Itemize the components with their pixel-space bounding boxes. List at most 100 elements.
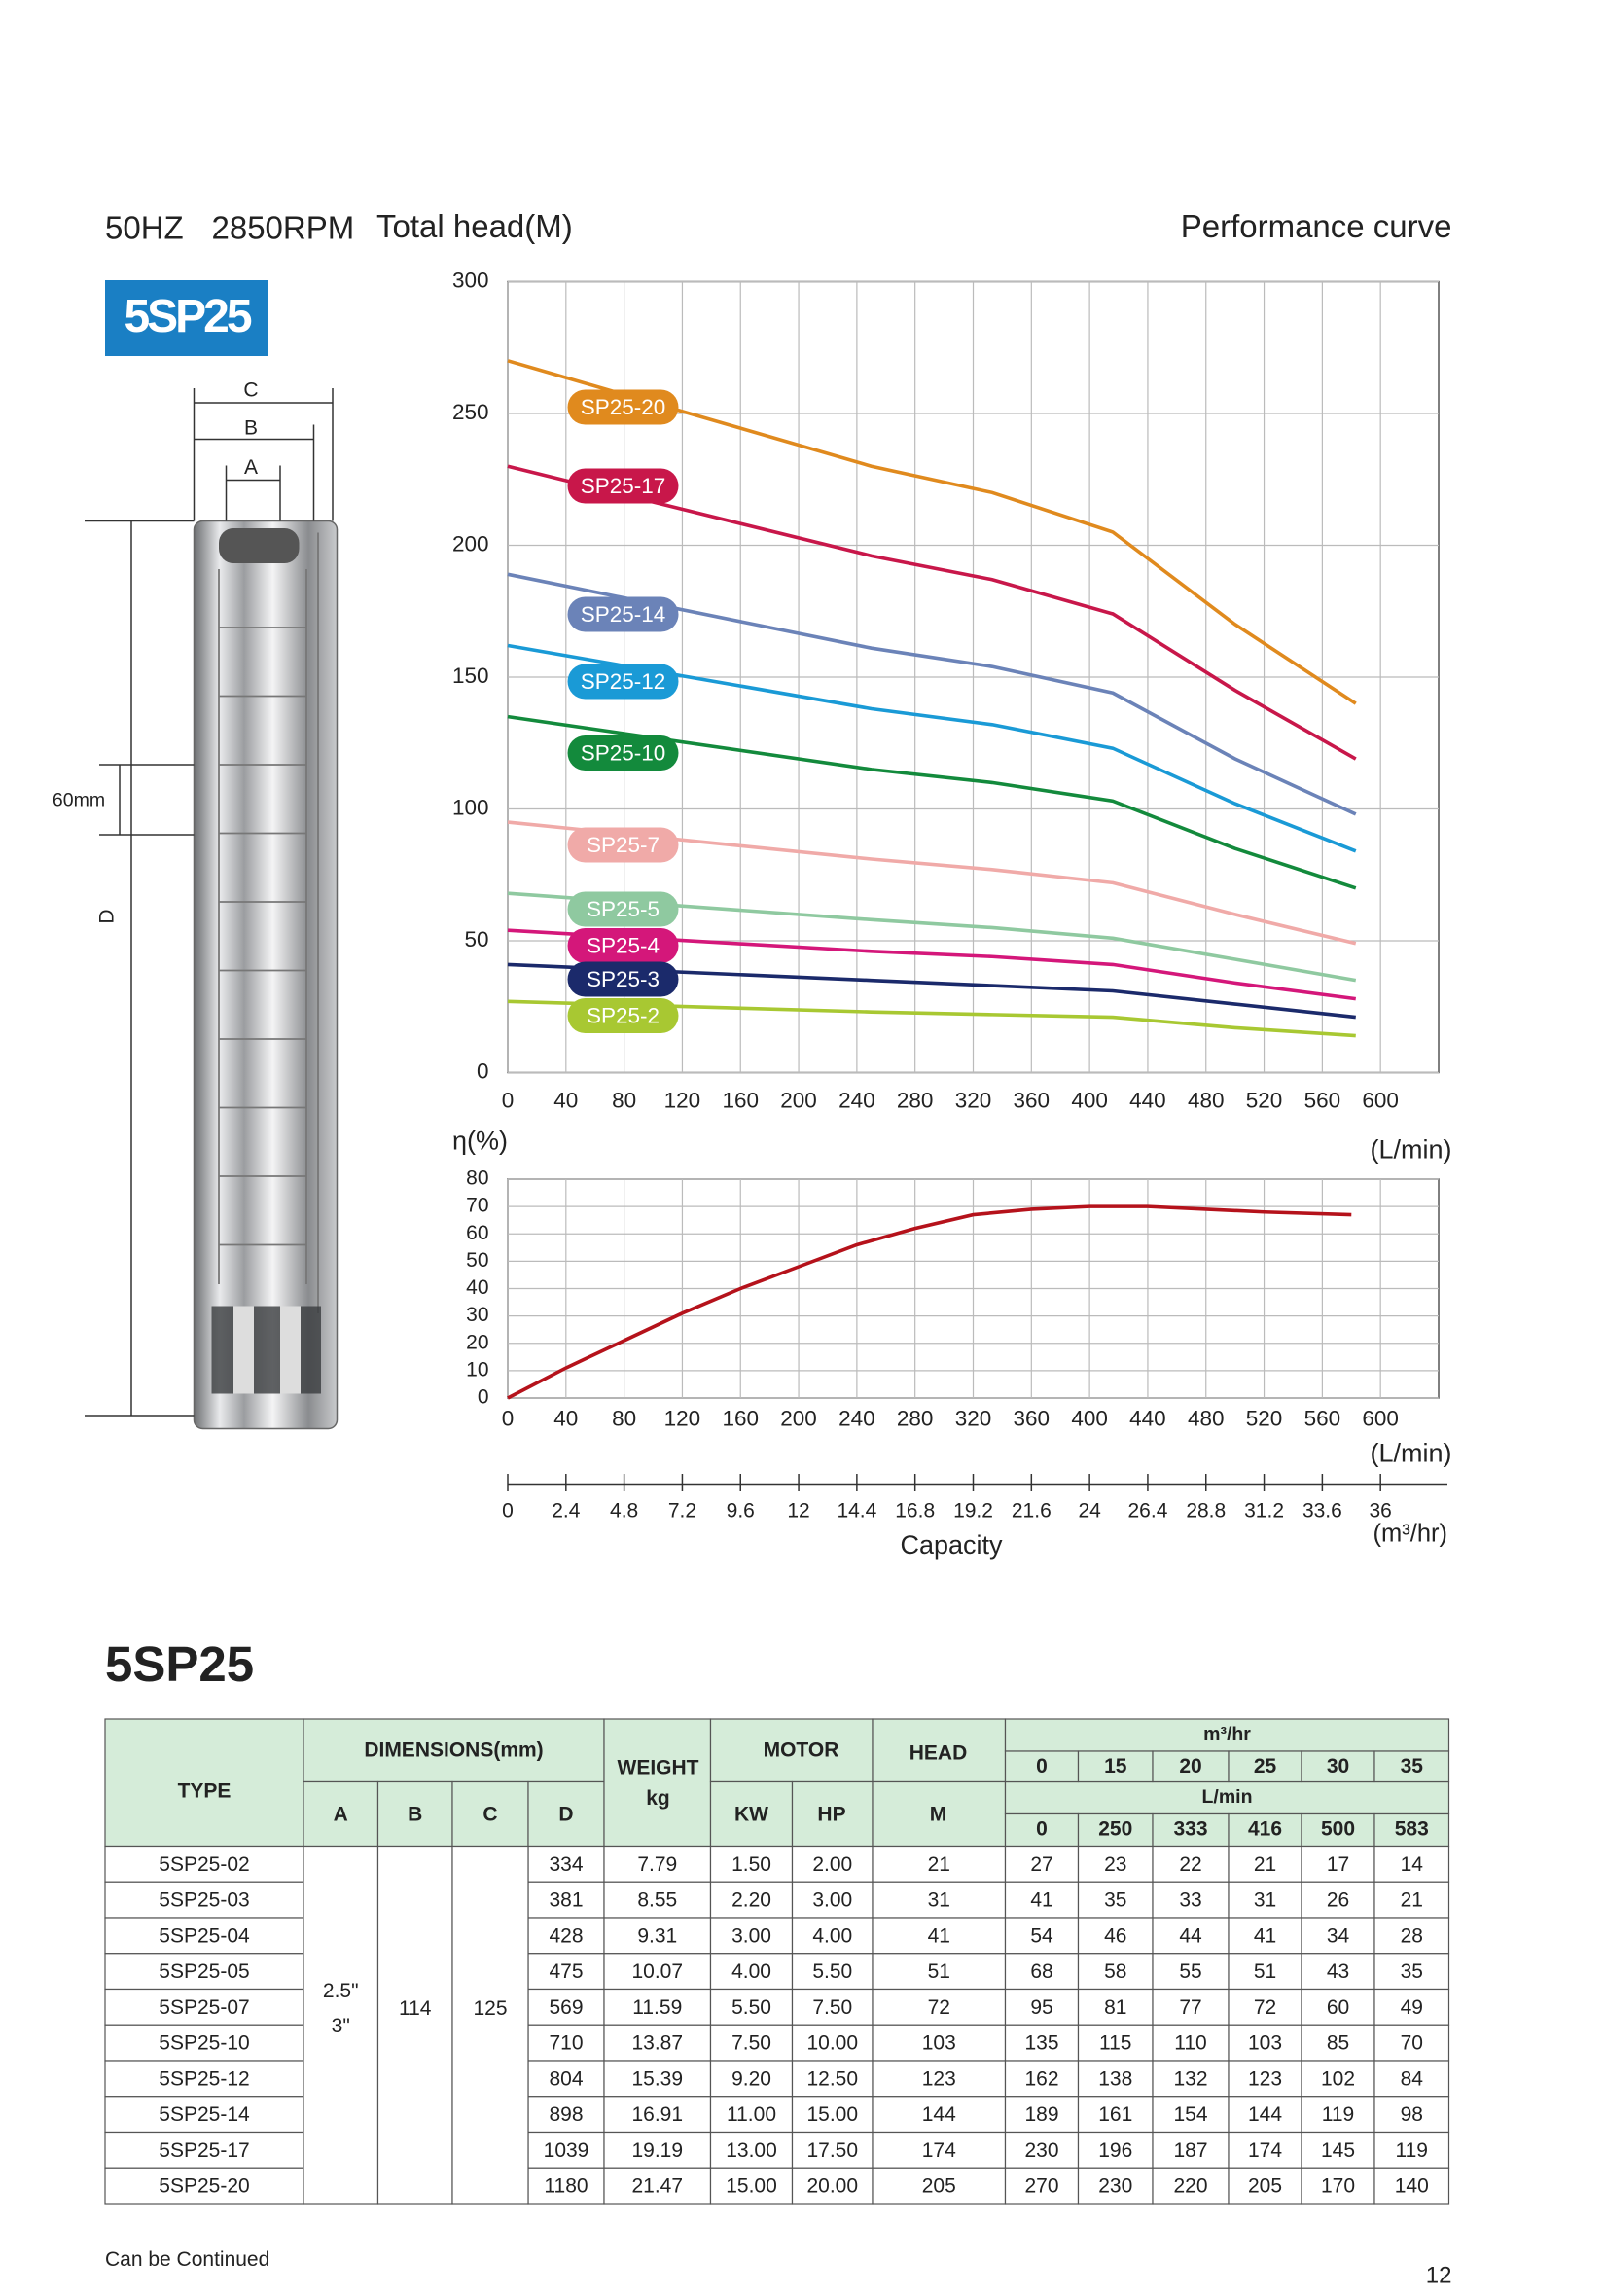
- table-text: 13.87: [631, 2032, 683, 2055]
- table-text: 15.00: [726, 2175, 777, 2198]
- x-tick-label: 600: [1362, 1088, 1399, 1112]
- table-text: 898: [549, 2103, 583, 2126]
- table-cell: [104, 1917, 304, 1955]
- table-cell: [1152, 1953, 1230, 1991]
- table-text: 31: [928, 1889, 950, 1912]
- table-cell: [1077, 1812, 1154, 1848]
- table-cell: [104, 1881, 304, 1919]
- table-text: 123: [1248, 2067, 1282, 2090]
- table-cell: [709, 2131, 794, 2169]
- table-text: M: [930, 1804, 947, 1826]
- legend-label: SP25-17: [581, 474, 666, 498]
- table-cell: [603, 1917, 712, 1955]
- table-text: 114: [399, 1997, 432, 2020]
- legend-label: SP25-14: [581, 602, 666, 627]
- table-cell: [527, 2060, 605, 2098]
- table-text: 144: [1248, 2103, 1282, 2126]
- pump-illustration: [193, 520, 339, 1430]
- table-text: WEIGHT: [618, 1757, 699, 1779]
- table-cell: [603, 2060, 712, 2098]
- table-text: 205: [1248, 2175, 1282, 2198]
- table-text: 334: [549, 1853, 583, 1876]
- table-text: 54: [1030, 1924, 1053, 1947]
- table-text: 230: [1024, 2139, 1058, 2162]
- table-cell: [1373, 1917, 1450, 1955]
- legend-badge: [567, 735, 679, 771]
- table-text: 569: [549, 1996, 583, 2019]
- table-text: 4.00: [731, 1960, 771, 1983]
- legend-badge: [567, 928, 679, 964]
- table-cell: [1228, 2167, 1302, 2205]
- table-text: 81: [1104, 1996, 1126, 2019]
- table-text: 51: [1254, 1960, 1276, 1983]
- table-text: 44: [1179, 1924, 1202, 1947]
- table-text: 13.00: [726, 2139, 777, 2162]
- curve: [507, 1204, 1352, 1400]
- table-text: 5SP25-04: [159, 1924, 250, 1947]
- legend-label: SP25-20: [581, 395, 666, 419]
- x-tick-label: 440: [1129, 1406, 1166, 1430]
- legend-label: SP25-3: [587, 967, 660, 991]
- table-text: 333: [1173, 1818, 1207, 1841]
- y-tick-label: 0: [478, 1386, 489, 1409]
- x-tick-label: 360: [1014, 1088, 1051, 1112]
- dim-a: A: [244, 456, 258, 479]
- capacity-tick-label: 24: [1078, 1500, 1101, 1523]
- table-text: 23: [1104, 1853, 1126, 1876]
- table-cell: [1228, 2060, 1302, 2098]
- capacity-unit: (m³/hr): [1373, 1521, 1447, 1548]
- table-cell: [603, 2131, 712, 2169]
- dim-c: C: [243, 379, 258, 402]
- table-cell: [1373, 1953, 1450, 1991]
- table-text: 15.00: [806, 2103, 858, 2126]
- table-cell: [451, 1845, 529, 2205]
- table-text: 5SP25-20: [159, 2175, 249, 2198]
- table-cell: [1228, 1845, 1302, 1883]
- table-text: 14: [1401, 1853, 1424, 1876]
- table-cell: [104, 1718, 304, 1848]
- table-cell: [872, 1881, 1007, 1919]
- table-text: 2.5": [323, 1980, 359, 2002]
- capacity-tick-label: 36: [1370, 1500, 1392, 1523]
- curve: [507, 928, 1357, 1001]
- table-cell: [1301, 1881, 1375, 1919]
- table-text: 0: [1036, 1818, 1048, 1841]
- x-tick-label: 40: [553, 1088, 578, 1112]
- table-text: 26: [1327, 1889, 1349, 1912]
- table-cell: [1152, 2167, 1230, 2205]
- table-text: C: [482, 1804, 497, 1826]
- table-cell: [1004, 1881, 1080, 1919]
- table-text: 41: [928, 1924, 950, 1947]
- x-tick-label: 160: [722, 1088, 759, 1112]
- table-text: 21.47: [631, 2175, 683, 2198]
- curve: [507, 891, 1357, 983]
- capacity-tick-label: 33.6: [1302, 1500, 1342, 1523]
- table-text: 3": [332, 2015, 350, 2037]
- table-text: 1039: [544, 2139, 589, 2162]
- x-tick-label: 160: [722, 1406, 759, 1430]
- curve: [507, 714, 1357, 890]
- legend-label: SP25-12: [581, 669, 666, 694]
- capacity-tick-label: 12: [787, 1500, 809, 1523]
- table-cell: [1004, 1812, 1080, 1848]
- table-cell: [376, 1845, 453, 2205]
- table-text: 144: [922, 2103, 956, 2126]
- table-text: 68: [1030, 1960, 1052, 1983]
- model-badge: 5SP25: [124, 291, 251, 342]
- table-text: 17.50: [806, 2139, 858, 2162]
- table-text: 2.00: [812, 1853, 852, 1876]
- capacity-tick-label: 0: [502, 1500, 514, 1523]
- table-text: 710: [549, 2032, 583, 2055]
- table-cell: [104, 2167, 304, 2205]
- table-cell: [872, 2096, 1007, 2134]
- y-tick-label: 10: [466, 1358, 488, 1381]
- x-tick-label: 360: [1014, 1406, 1051, 1430]
- x-tick-label: 280: [897, 1406, 934, 1430]
- table-cell: [1373, 2024, 1450, 2062]
- table-text: 161: [1098, 2103, 1132, 2126]
- table-cell: [1373, 1988, 1450, 2026]
- curve: [507, 999, 1356, 1038]
- table-text: m³/hr: [1203, 1724, 1251, 1745]
- table-text: 58: [1104, 1960, 1126, 1983]
